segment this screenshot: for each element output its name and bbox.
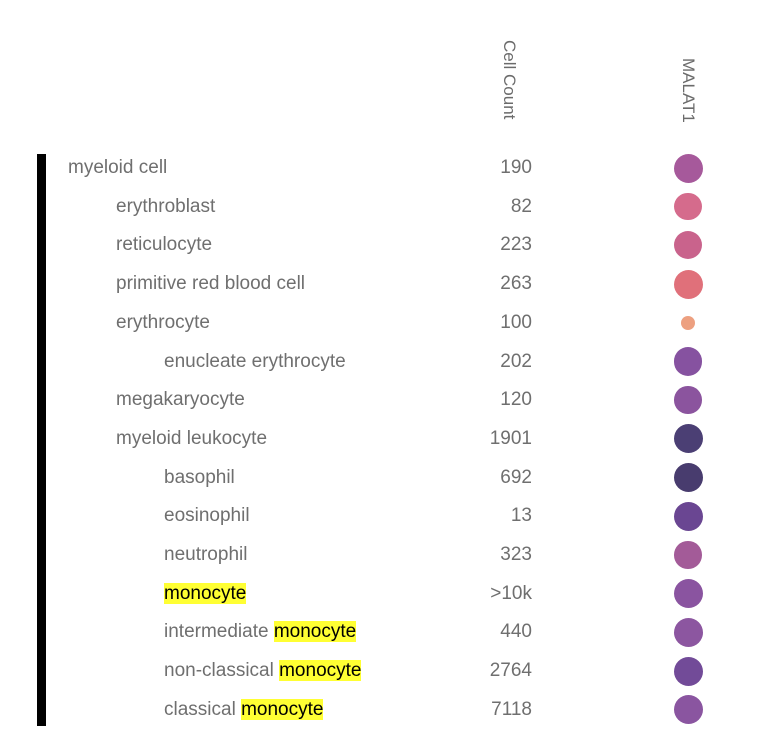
cell-type-label[interactable]: neutrophil — [164, 536, 247, 574]
expression-dot[interactable] — [674, 386, 702, 414]
cell-type-name: enucleate erythrocyte — [164, 350, 346, 372]
expression-dot[interactable] — [674, 192, 702, 221]
table-row[interactable]: megakaryocyte 120 — [0, 381, 760, 419]
expression-dot[interactable] — [673, 617, 703, 647]
table-row[interactable]: neutrophil 323 — [0, 536, 760, 574]
cell-type-name: non-classical — [164, 660, 280, 682]
cell-type-label[interactable]: erythroblast — [116, 188, 215, 226]
cell-type-name: eosinophil — [164, 505, 250, 527]
cell-type-label[interactable]: eosinophil — [164, 497, 250, 535]
column-header-gene[interactable]: MALAT1 — [679, 58, 698, 123]
cell-count-value: 7118 — [491, 698, 532, 720]
search-highlight: monocyte — [164, 582, 247, 604]
cell-type-name: myeloid cell — [68, 157, 168, 178]
cell-type-name: reticulocyte — [116, 234, 213, 256]
cell-type-name: primitive red blood cell — [116, 273, 306, 295]
cell-count-value: 100 — [500, 311, 532, 333]
expression-dot[interactable] — [673, 579, 703, 609]
cell-count-value: 440 — [500, 621, 532, 643]
table-row[interactable]: reticulocyte 223 — [0, 226, 760, 264]
table-row[interactable]: myeloid leukocyte 1901 — [0, 420, 760, 458]
table-row[interactable]: monocyte >10k — [0, 575, 760, 613]
cell-type-name: classical — [164, 698, 242, 720]
table-row[interactable]: eosinophil 13 — [0, 497, 760, 535]
table-row[interactable]: non-classical monocyte 2764 — [0, 652, 760, 690]
cell-type-label[interactable]: primitive red blood cell — [116, 265, 305, 303]
cell-type-label[interactable]: basophil — [164, 459, 235, 497]
cell-type-name: intermediate — [164, 621, 274, 643]
table-row[interactable]: erythrocyte 100 — [0, 304, 760, 342]
cell-type-label[interactable]: monocyte — [164, 575, 247, 613]
cell-type-label[interactable]: enucleate erythrocyte — [164, 343, 346, 381]
search-highlight: monocyte — [273, 621, 357, 643]
column-header-cell-count[interactable]: Cell Count — [500, 40, 519, 120]
expression-dot[interactable] — [673, 347, 703, 376]
cell-type-name: erythrocyte — [116, 311, 210, 333]
table-row[interactable]: erythroblast 82 — [0, 188, 760, 226]
expression-dot[interactable] — [673, 231, 703, 260]
expression-dot[interactable] — [673, 501, 703, 531]
cell-count-value: 202 — [500, 350, 532, 372]
cell-count-value: 323 — [500, 544, 532, 565]
cell-count-value: 692 — [500, 466, 532, 488]
search-highlight: monocyte — [241, 698, 324, 720]
cell-type-label[interactable]: myeloid cell — [68, 149, 167, 187]
cell-type-label[interactable]: classical monocyte — [164, 691, 324, 729]
table-row[interactable]: myeloid cell 190 — [0, 149, 760, 187]
expression-dot[interactable] — [673, 463, 703, 493]
cell-type-label[interactable]: non-classical monocyte — [164, 652, 362, 690]
table-row[interactable]: classical monocyte 7118 — [0, 691, 760, 729]
table-row[interactable]: intermediate monocyte 440 — [0, 613, 760, 651]
table-row[interactable]: enucleate erythrocyte 202 — [0, 343, 760, 381]
cell-count-value: 263 — [500, 273, 532, 295]
cell-type-name: basophil — [164, 466, 235, 488]
cell-type-name: neutrophil — [164, 544, 248, 565]
expression-dot[interactable] — [673, 424, 703, 454]
expression-dot[interactable] — [673, 269, 703, 299]
cell-count-value: 82 — [510, 195, 532, 217]
expression-dot[interactable] — [674, 541, 702, 569]
cell-count-value: 190 — [500, 157, 532, 178]
cell-type-label[interactable]: erythrocyte — [116, 304, 210, 342]
cell-count-value: 1901 — [489, 427, 532, 449]
table-row[interactable]: basophil 692 — [0, 459, 760, 497]
cell-type-label[interactable]: megakaryocyte — [116, 381, 245, 419]
expression-dot[interactable] — [673, 656, 703, 686]
cell-count-value: 120 — [500, 389, 532, 411]
cell-type-label[interactable]: myeloid leukocyte — [116, 420, 267, 458]
expression-dot[interactable] — [673, 153, 703, 183]
cell-type-label[interactable]: reticulocyte — [116, 226, 212, 264]
expression-dot[interactable] — [673, 695, 703, 725]
cell-type-name: erythroblast — [116, 195, 216, 217]
cell-count-value: >10k — [490, 582, 532, 604]
search-highlight: monocyte — [279, 660, 362, 682]
cell-count-value: 13 — [510, 505, 532, 527]
expression-dot[interactable] — [680, 315, 696, 331]
table-row[interactable]: primitive red blood cell 263 — [0, 265, 760, 303]
cell-type-name: megakaryocyte — [116, 389, 245, 411]
cell-type-label[interactable]: intermediate monocyte — [164, 613, 357, 651]
selection-bar — [37, 154, 46, 726]
cell-type-name: myeloid leukocyte — [116, 427, 268, 449]
cell-count-value: 223 — [500, 234, 532, 256]
cell-count-value: 2764 — [489, 660, 532, 682]
